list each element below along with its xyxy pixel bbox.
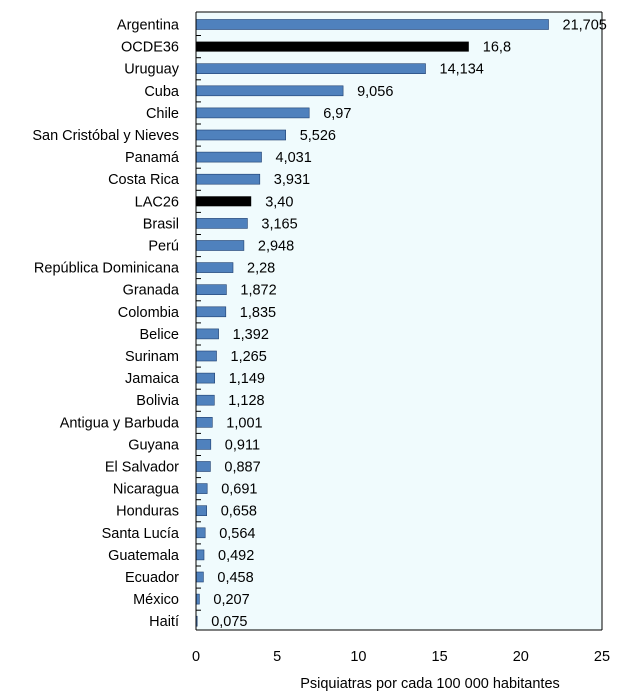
category-label-jamaica: Jamaica (125, 371, 180, 387)
category-label-guatemala: Guatemala (108, 548, 180, 564)
bar-nicaragua (195, 483, 208, 494)
value-label-ecuador: 0,458 (217, 570, 253, 586)
category-label-honduras: Honduras (116, 504, 179, 520)
value-label-panama: 4,031 (276, 150, 312, 166)
bar-ocde36 (196, 41, 469, 52)
value-label-jamaica: 1,149 (229, 371, 265, 387)
bar-peru (195, 240, 245, 251)
bar-guatemala (195, 549, 205, 561)
bar-republica-dominicana (195, 262, 234, 273)
value-label-surinam: 1,265 (231, 349, 267, 365)
category-label-republica-dominicana: República Dominicana (34, 261, 180, 277)
category-label-antigua-y-barbuda: Antigua y Barbuda (60, 415, 180, 431)
bar-el-salvador (195, 461, 211, 472)
bar-chile (195, 107, 310, 119)
value-label-chile: 6,97 (323, 106, 351, 122)
category-label-granada: Granada (123, 283, 180, 299)
value-label-brasil: 3,165 (261, 216, 297, 232)
value-labels-group: 21,705 16,8 14,134 9,056 6,97 5,526 4,031 3,931… (211, 18, 607, 631)
category-label-peru: Perú (148, 239, 179, 255)
value-label-honduras: 0,658 (221, 504, 257, 520)
x-tick-labels-group: 0 5 10 15 20 25 (192, 649, 610, 665)
value-label-ocde36: 16,8 (483, 40, 511, 56)
bar-panama (195, 151, 262, 163)
bar-costa-rica (195, 173, 261, 185)
category-label-nicaragua: Nicaragua (113, 482, 180, 498)
bar-belice (195, 328, 219, 340)
x-tick-label-10: 10 (350, 649, 366, 665)
category-label-belice: Belice (140, 327, 180, 343)
bar-cuba (195, 85, 344, 97)
bar-lac26 (196, 196, 252, 207)
category-label-costa-rica: Costa Rica (108, 172, 180, 188)
value-label-argentina: 21,705 (563, 18, 607, 34)
bar-uruguay (195, 63, 426, 75)
value-label-lac26: 3,40 (265, 194, 293, 210)
category-label-cuba: Cuba (144, 84, 180, 100)
category-label-chile: Chile (146, 106, 179, 122)
bar-mexico (195, 593, 200, 605)
bar-ecuador (195, 571, 204, 583)
value-label-santa-lucia: 0,564 (219, 526, 255, 542)
category-label-ocde36: OCDE36 (121, 40, 179, 56)
category-label-san-cristobal-y-nieves: San Cristóbal y Nieves (32, 128, 179, 144)
category-label-lac26: LAC26 (135, 194, 179, 210)
value-label-cuba: 9,056 (357, 84, 393, 100)
value-label-haiti: 0,075 (211, 614, 247, 630)
bar-santa-lucia (195, 527, 206, 539)
bar-granada (195, 284, 227, 296)
x-tick-label-20: 20 (513, 649, 529, 665)
value-label-bolivia: 1,128 (228, 393, 264, 409)
value-label-granada: 1,872 (240, 283, 276, 299)
value-label-uruguay: 14,134 (440, 62, 484, 78)
category-label-surinam: Surinam (125, 349, 179, 365)
category-label-guyana: Guyana (128, 437, 180, 453)
value-label-colombia: 1,835 (240, 305, 276, 321)
category-label-bolivia: Bolivia (136, 393, 180, 409)
value-label-san-cristobal-y-nieves: 5,526 (300, 128, 336, 144)
category-label-ecuador: Ecuador (125, 570, 179, 586)
category-label-brasil: Brasil (143, 216, 179, 232)
x-tick-label-0: 0 (192, 649, 200, 665)
bar-bolivia (195, 394, 215, 406)
value-label-belice: 1,392 (233, 327, 269, 343)
value-label-republica-dominicana: 2,28 (247, 261, 275, 277)
bar-san-cristobal-y-nieves (195, 129, 286, 141)
category-labels-group: Argentina OCDE36 Uruguay Cuba Chile San Crist… (32, 18, 180, 631)
category-label-mexico: México (133, 592, 179, 608)
bar-honduras (195, 505, 207, 517)
plot-area (196, 12, 602, 630)
value-label-el-salvador: 0,887 (224, 460, 260, 476)
value-label-guatemala: 0,492 (218, 548, 254, 564)
value-label-guyana: 0,911 (225, 437, 260, 453)
category-label-santa-lucia: Santa Lucía (102, 526, 180, 542)
value-label-antigua-y-barbuda: 1,001 (226, 415, 262, 431)
bar-brasil (195, 218, 248, 229)
value-label-costa-rica: 3,931 (274, 172, 310, 188)
category-label-argentina: Argentina (117, 18, 180, 34)
x-axis-title: Psiquiatras por cada 100 000 habitantes (300, 676, 560, 692)
value-label-mexico: 0,207 (213, 592, 249, 608)
value-label-nicaragua: 0,691 (221, 482, 257, 498)
category-label-panama: Panamá (125, 150, 180, 166)
value-label-peru: 2,948 (258, 239, 294, 255)
bar-jamaica (195, 372, 216, 384)
bar-guyana (195, 439, 212, 450)
x-tick-label-15: 15 (432, 649, 448, 665)
category-label-haiti: Haití (149, 614, 179, 630)
category-label-colombia: Colombia (118, 305, 180, 321)
axes-group (195, 11, 603, 631)
bar-argentina (195, 19, 549, 30)
category-label-el-salvador: El Salvador (105, 460, 179, 476)
bar-colombia (195, 306, 227, 318)
category-label-uruguay: Uruguay (124, 62, 180, 78)
x-tick-label-25: 25 (594, 649, 610, 665)
bar-antigua-y-barbuda (195, 416, 213, 428)
bar-surinam (195, 350, 217, 362)
x-tick-label-5: 5 (273, 649, 281, 665)
